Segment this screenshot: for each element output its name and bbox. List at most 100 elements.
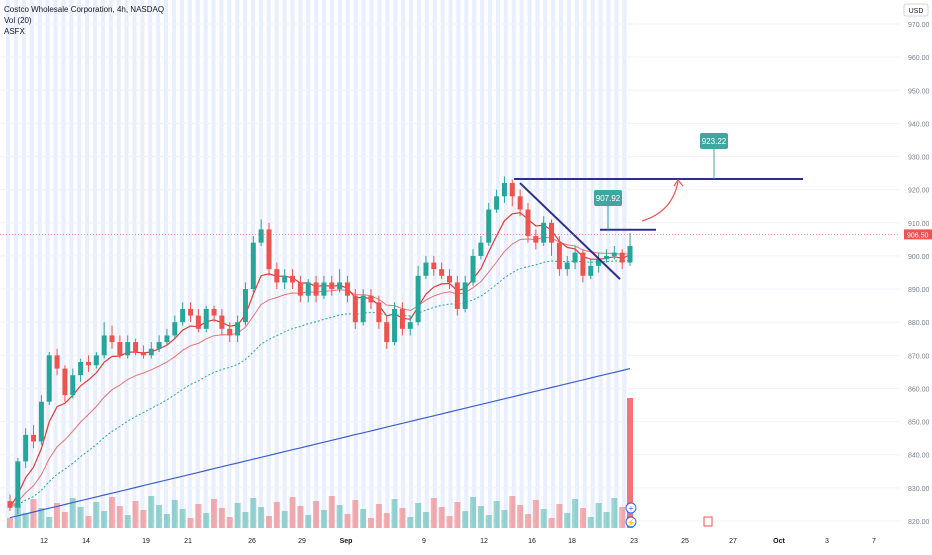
candle-body[interactable] — [439, 269, 445, 276]
candle-body[interactable] — [23, 434, 29, 462]
candle-body[interactable] — [478, 242, 484, 256]
price-tick-label: 940.00 — [908, 121, 930, 128]
candle-body[interactable] — [360, 295, 366, 323]
candle-body[interactable] — [164, 335, 170, 343]
candle-body[interactable] — [62, 368, 68, 396]
candle-body[interactable] — [266, 229, 272, 270]
candle-body[interactable] — [46, 355, 52, 402]
candle-body[interactable] — [470, 255, 476, 283]
candle-body[interactable] — [588, 265, 594, 276]
candle-body[interactable] — [596, 259, 602, 266]
candle-body[interactable] — [423, 262, 429, 276]
candle-body[interactable] — [572, 252, 578, 263]
candle-body[interactable] — [15, 461, 21, 508]
session-band — [385, 0, 390, 528]
candle-body[interactable] — [494, 196, 500, 210]
candle-body[interactable] — [376, 302, 382, 323]
volume-indicator-label[interactable]: Vol (20) — [4, 16, 32, 25]
candle-body[interactable] — [486, 209, 492, 243]
target-label-907-box[interactable] — [594, 190, 622, 206]
candle-body[interactable] — [101, 335, 107, 356]
candle-body[interactable] — [242, 289, 248, 323]
candle-body[interactable] — [235, 322, 241, 336]
add-alert-icon[interactable] — [625, 502, 637, 514]
candle-body[interactable] — [501, 183, 507, 197]
candle-body[interactable] — [337, 282, 343, 290]
candle-body[interactable] — [78, 361, 84, 376]
candle-body[interactable] — [140, 352, 146, 356]
session-band — [353, 0, 358, 528]
session-band — [551, 0, 556, 528]
candle-body[interactable] — [462, 282, 468, 309]
candle-body[interactable] — [556, 242, 562, 270]
currency-button[interactable] — [903, 3, 929, 17]
candle-body[interactable] — [125, 342, 131, 356]
candle-body[interactable] — [392, 308, 398, 343]
candle-body[interactable] — [541, 222, 547, 243]
candle-body[interactable] — [399, 308, 405, 329]
candle-body[interactable] — [533, 236, 539, 243]
candle-body[interactable] — [188, 308, 194, 316]
candle-body[interactable] — [117, 342, 123, 356]
currency-label[interactable]: USD — [909, 8, 924, 15]
candle-body[interactable] — [219, 315, 225, 329]
candle-body[interactable] — [211, 308, 217, 316]
candle-body[interactable] — [525, 209, 531, 237]
candle-body[interactable] — [549, 222, 555, 243]
candle-body[interactable] — [580, 252, 586, 276]
candle-body[interactable] — [93, 355, 99, 366]
candle-body[interactable] — [133, 342, 139, 353]
lightning-icon[interactable]: ⚡ — [627, 518, 636, 527]
candle-body[interactable] — [7, 501, 13, 508]
candle-body[interactable] — [415, 275, 421, 323]
volume-bar — [579, 508, 586, 528]
candle-body[interactable] — [368, 295, 374, 303]
candle-body[interactable] — [352, 295, 358, 323]
candle-body[interactable] — [564, 262, 570, 270]
earnings-icon[interactable] — [703, 516, 713, 527]
candle-body[interactable] — [321, 282, 327, 296]
symbol-title[interactable]: Costco Wholesale Corporation, 4h, NASDAQ — [4, 5, 165, 14]
candle-body[interactable] — [54, 355, 60, 369]
candle-body[interactable] — [156, 342, 162, 349]
candle-body[interactable] — [627, 245, 633, 263]
candle-body[interactable] — [344, 282, 350, 296]
candle-body[interactable] — [172, 322, 178, 336]
candle-body[interactable] — [38, 401, 44, 442]
candle-body[interactable] — [180, 308, 186, 323]
candle-body[interactable] — [282, 275, 288, 283]
candle-body[interactable] — [329, 282, 335, 290]
candle-body[interactable] — [446, 275, 452, 283]
target-label-923-box[interactable] — [700, 133, 728, 149]
candle-body[interactable] — [274, 269, 280, 283]
volume-bar — [250, 498, 257, 528]
candle-body[interactable] — [305, 282, 311, 296]
descending-trendline[interactable] — [519, 182, 621, 280]
candle-body[interactable] — [195, 315, 201, 329]
candle-body[interactable] — [517, 196, 523, 210]
candle-body[interactable] — [31, 434, 37, 442]
candle-body[interactable] — [619, 252, 625, 263]
candle-body[interactable] — [148, 348, 154, 356]
candle-body[interactable] — [297, 282, 303, 296]
candle-body[interactable] — [109, 335, 115, 343]
candle-body[interactable] — [407, 322, 413, 329]
candle-body[interactable] — [384, 322, 390, 343]
candle-body[interactable] — [603, 255, 609, 260]
candle-body[interactable] — [258, 229, 264, 243]
candle-body[interactable] — [203, 308, 209, 329]
candle-body[interactable] — [85, 361, 91, 366]
candle-body[interactable] — [290, 275, 296, 283]
candle-body[interactable] — [313, 282, 319, 296]
plus-icon[interactable]: + — [629, 504, 634, 513]
candle-body[interactable] — [509, 183, 515, 197]
candle-body[interactable] — [611, 252, 617, 256]
candle-body[interactable] — [431, 262, 437, 270]
flash-icon[interactable] — [625, 516, 637, 528]
candle-body[interactable] — [227, 328, 233, 336]
candle-body[interactable] — [454, 282, 460, 309]
candle-body[interactable] — [250, 242, 256, 290]
candle-body[interactable] — [70, 375, 76, 396]
